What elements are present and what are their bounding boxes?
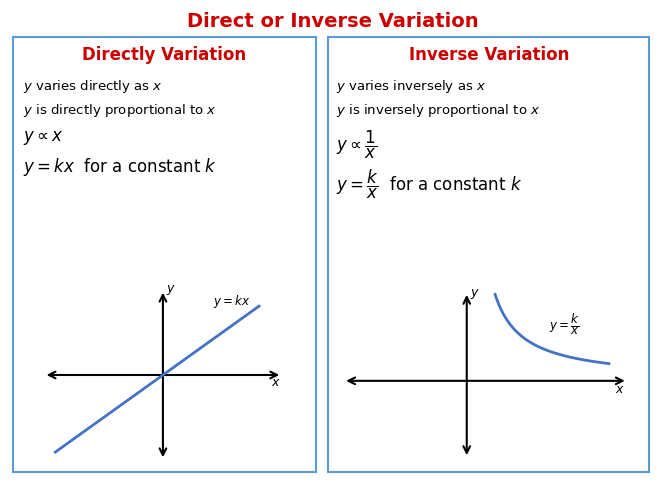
Text: Inverse Variation: Inverse Variation [408, 46, 569, 64]
FancyBboxPatch shape [13, 37, 316, 472]
Text: $x$: $x$ [271, 376, 281, 389]
FancyBboxPatch shape [328, 37, 649, 472]
Text: $y$: $y$ [166, 283, 176, 298]
Text: $y = kx$  for a constant $k$: $y = kx$ for a constant $k$ [23, 156, 217, 178]
Text: $y$ is directly proportional to $x$: $y$ is directly proportional to $x$ [23, 102, 217, 119]
Text: Direct or Inverse Variation: Direct or Inverse Variation [187, 12, 478, 31]
Text: $y = \dfrac{k}{x}$  for a constant $k$: $y = \dfrac{k}{x}$ for a constant $k$ [336, 168, 522, 201]
Text: $y \propto x$: $y \propto x$ [23, 129, 64, 147]
Text: $x$: $x$ [615, 382, 625, 395]
Text: $y$ varies directly as $x$: $y$ varies directly as $x$ [23, 78, 163, 95]
Text: $y = \dfrac{k}{x}$: $y = \dfrac{k}{x}$ [549, 312, 580, 337]
Text: $y$ is inversely proportional to $x$: $y$ is inversely proportional to $x$ [336, 102, 540, 119]
Text: Directly Variation: Directly Variation [82, 46, 246, 64]
Text: $y = kx$: $y = kx$ [213, 293, 251, 310]
Text: $y$: $y$ [470, 286, 480, 300]
Text: $y$ varies inversely as $x$: $y$ varies inversely as $x$ [336, 78, 486, 95]
Text: $y \propto \dfrac{1}{x}$: $y \propto \dfrac{1}{x}$ [336, 129, 377, 161]
